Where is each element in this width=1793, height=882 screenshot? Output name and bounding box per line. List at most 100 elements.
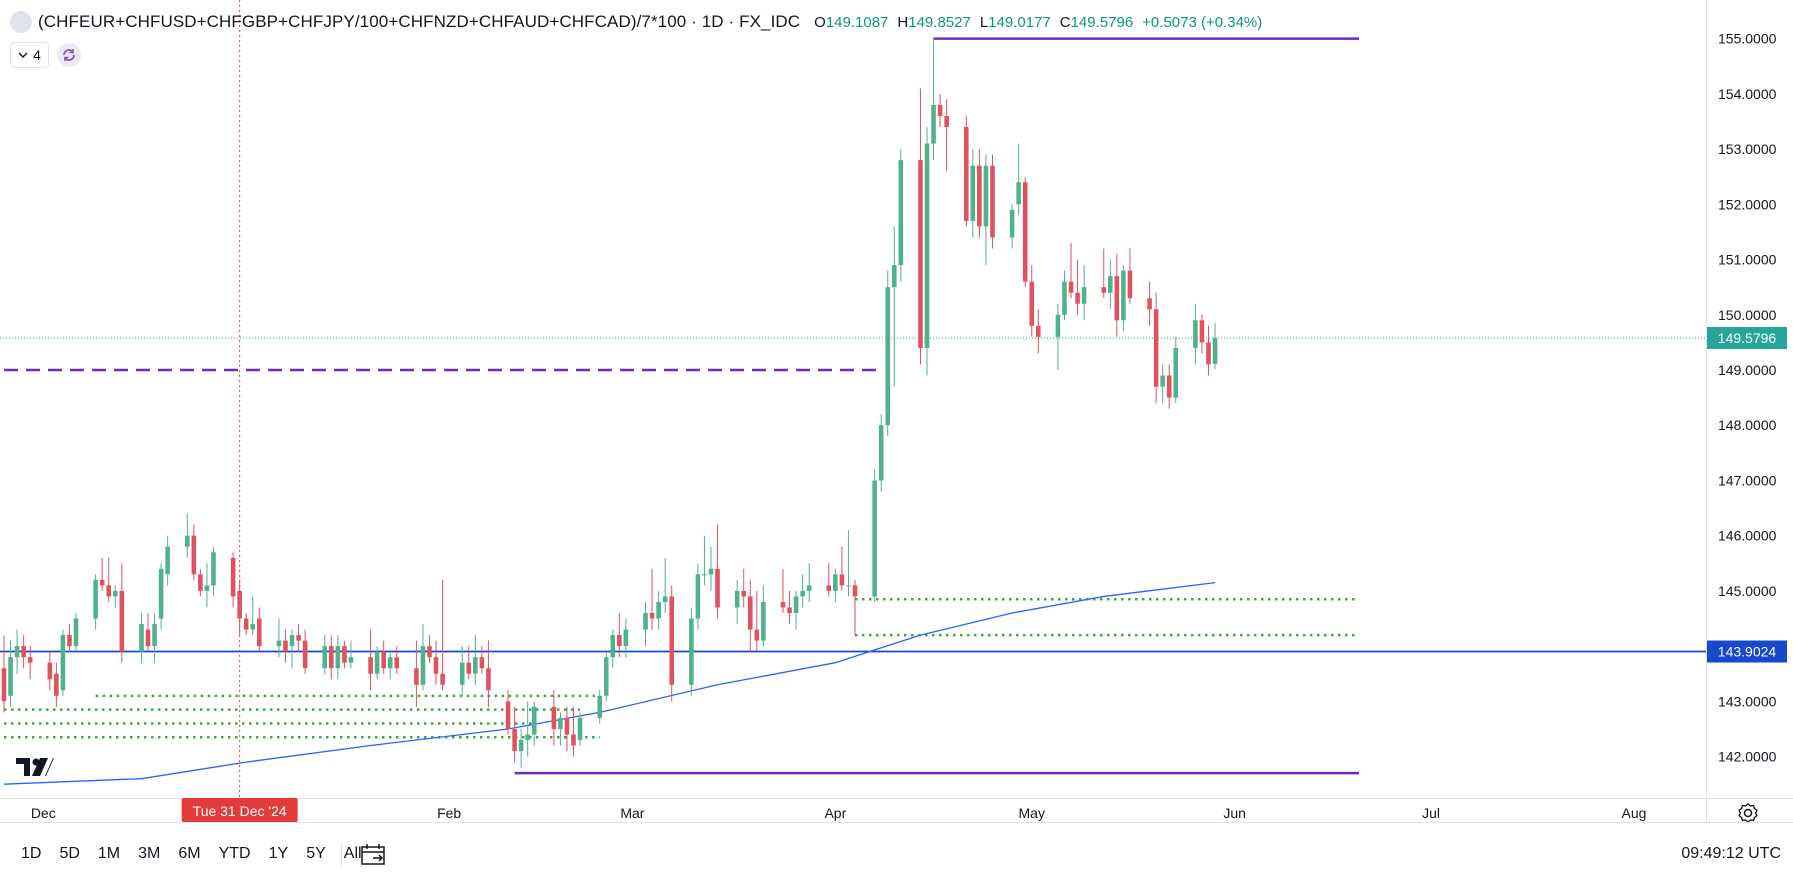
tradingview-logo[interactable] xyxy=(16,756,54,783)
candle-body xyxy=(1121,270,1126,321)
candle-body xyxy=(977,165,982,227)
candle xyxy=(67,624,72,652)
indicator-count: 4 xyxy=(33,47,41,63)
open-label: O xyxy=(814,13,826,31)
price-tick-label: 148.0000 xyxy=(1718,417,1777,433)
candle-body xyxy=(571,734,576,746)
candle-body xyxy=(204,585,210,591)
sync-icon[interactable] xyxy=(57,43,81,67)
candle-body xyxy=(211,552,216,586)
candle xyxy=(715,524,720,619)
time-axis-label: Feb xyxy=(437,805,461,821)
candle xyxy=(977,149,982,238)
range-1d-button[interactable]: 1D xyxy=(21,845,42,862)
candle xyxy=(610,629,616,669)
candle xyxy=(283,629,288,663)
range-5y-button[interactable]: 5Y xyxy=(306,845,326,862)
candle xyxy=(800,574,805,608)
range-all-button[interactable]: All xyxy=(343,845,362,862)
candle xyxy=(466,646,472,680)
candle-body xyxy=(800,590,805,597)
candle xyxy=(885,270,891,437)
indicators-toggle-button[interactable]: 4 xyxy=(10,42,49,68)
candle xyxy=(1,635,7,713)
range-5d-button[interactable]: 5D xyxy=(59,845,80,862)
candle xyxy=(990,154,995,249)
candle-body xyxy=(1212,337,1218,365)
candle-body xyxy=(741,590,747,597)
candle xyxy=(518,728,524,768)
candle xyxy=(230,552,236,608)
candle-body xyxy=(852,585,858,597)
range-6m-button[interactable]: 6M xyxy=(178,845,201,862)
candle-body xyxy=(1,668,7,702)
candle-body xyxy=(806,585,812,591)
bottom-toolbar: 1D 5D 1M 3M 6M YTD 1Y 5Y All 09:49:12 UT… xyxy=(0,822,1793,882)
candle xyxy=(302,629,308,674)
current-price-badge xyxy=(1707,326,1787,349)
candle xyxy=(963,115,969,227)
candle-body xyxy=(14,646,20,658)
candle-body xyxy=(603,657,609,696)
candle-body xyxy=(60,635,66,691)
candle-body xyxy=(1075,292,1080,304)
candle-body xyxy=(689,618,694,685)
symbol-title[interactable]: (CHFEUR+CHFUSD+CHFGBP+CHFJPY/100+CHFNZD+… xyxy=(38,12,801,31)
utc-clock[interactable]: 09:49:12 UTC xyxy=(1681,845,1781,862)
candle-body xyxy=(505,701,511,729)
candle-body xyxy=(1173,347,1179,398)
candle xyxy=(459,646,465,696)
candle-body xyxy=(891,265,897,288)
candle-body xyxy=(1081,287,1087,304)
candle-body xyxy=(623,629,629,647)
candle-body xyxy=(1193,320,1198,348)
candle-body xyxy=(1055,314,1061,337)
range-ytd-button[interactable]: YTD xyxy=(218,845,251,862)
candle-body xyxy=(165,546,170,575)
candle-body xyxy=(512,728,517,752)
candle xyxy=(761,585,766,647)
candle xyxy=(394,646,400,674)
price-axis-ticks: 155.0000 154.0000 153.0000 152.0000 151.0000… xyxy=(1718,31,1777,765)
crosshair-date-label: Tue 31 Dec '24 xyxy=(193,803,287,819)
range-3m-button[interactable]: 3M xyxy=(138,845,161,862)
plot-area[interactable] xyxy=(0,0,1706,798)
candle-body xyxy=(473,657,478,674)
candle-body xyxy=(335,646,341,669)
candle-body xyxy=(112,590,118,597)
price-tick-label: 145.0000 xyxy=(1718,583,1777,599)
candle xyxy=(747,579,753,652)
current-price-label: 149.5796 xyxy=(1718,330,1777,346)
candle-body xyxy=(1199,320,1205,343)
candle xyxy=(420,624,426,691)
candle xyxy=(1121,265,1126,332)
candle-body xyxy=(420,646,426,685)
range-1y-button[interactable]: 1Y xyxy=(268,845,289,862)
candle xyxy=(852,579,858,636)
calendar-goto-icon[interactable] xyxy=(360,843,388,867)
candle-body xyxy=(1016,182,1021,205)
chart-canvas[interactable]: 155.0000 154.0000 153.0000 152.0000 151.0000… xyxy=(0,0,1793,822)
change-value: +0.5073 (+0.34%) xyxy=(1142,13,1263,31)
candle xyxy=(185,513,190,558)
candles xyxy=(1,38,1218,768)
high-label: H xyxy=(897,13,909,31)
candle xyxy=(793,590,799,630)
candle-body xyxy=(702,574,707,576)
candle xyxy=(754,590,760,652)
range-1m-button[interactable]: 1M xyxy=(97,845,121,862)
candle xyxy=(702,535,707,586)
candle xyxy=(1075,259,1080,315)
candle-body xyxy=(486,668,491,691)
candle xyxy=(1166,364,1172,409)
candle-body xyxy=(970,165,976,221)
candle-body xyxy=(610,635,616,658)
candle-body xyxy=(937,104,943,116)
price-tick-label: 146.0000 xyxy=(1718,528,1777,544)
candle-body xyxy=(185,535,190,547)
price-tick-label: 142.0000 xyxy=(1718,749,1777,765)
candle xyxy=(1114,254,1120,337)
candle xyxy=(512,706,517,763)
candle xyxy=(531,701,537,746)
candle xyxy=(73,612,79,652)
